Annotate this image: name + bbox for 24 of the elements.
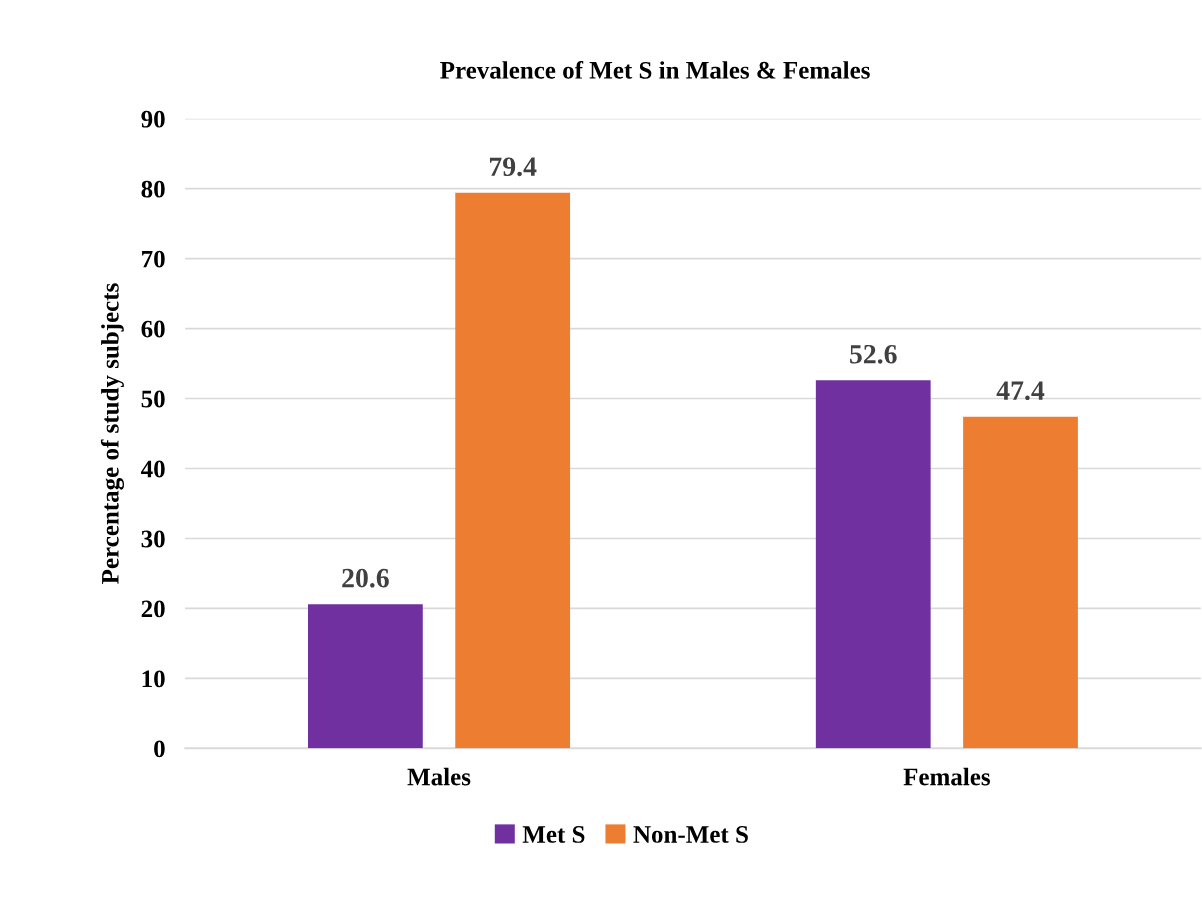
y-tick-label: 0 bbox=[154, 740, 165, 758]
bar bbox=[455, 192, 571, 749]
data-label: 20.6 bbox=[342, 568, 389, 588]
y-tick-label: 30 bbox=[141, 530, 165, 548]
y-tick-label: 90 bbox=[141, 110, 165, 128]
chart-title: Prevalence of Met S in Males & Females bbox=[440, 60, 870, 79]
bar bbox=[308, 604, 423, 749]
legend-label: Met S bbox=[522, 826, 585, 843]
y-tick-label: 60 bbox=[141, 320, 165, 338]
y-tick-label: 40 bbox=[141, 460, 165, 478]
data-label: 52.6 bbox=[850, 344, 897, 364]
y-axis-title: Percentage of study subjects bbox=[100, 283, 124, 584]
data-label: 47.4 bbox=[996, 381, 1045, 401]
bar bbox=[815, 380, 931, 749]
bar bbox=[963, 416, 1078, 749]
y-tick-label: 70 bbox=[142, 250, 165, 268]
x-tick-label: Females bbox=[903, 767, 990, 786]
y-tick-label: 10 bbox=[142, 670, 165, 688]
legend-label: Non-Met S bbox=[633, 826, 748, 843]
x-tick-label: Males bbox=[407, 767, 471, 786]
y-tick-label: 50 bbox=[141, 390, 165, 408]
y-tick-label: 80 bbox=[141, 180, 165, 198]
data-label: 79.4 bbox=[489, 157, 537, 177]
y-tick-label: 20 bbox=[141, 600, 165, 618]
